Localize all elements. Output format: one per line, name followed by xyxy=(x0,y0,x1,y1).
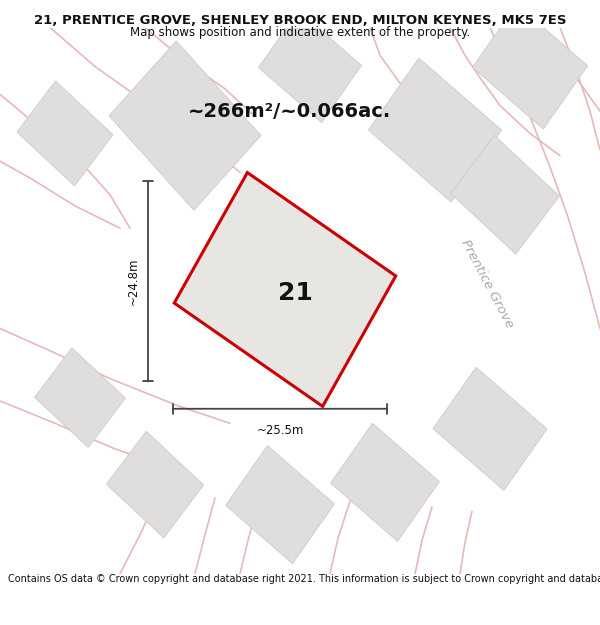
Polygon shape xyxy=(35,348,125,448)
Polygon shape xyxy=(368,58,502,202)
Polygon shape xyxy=(472,4,587,129)
Polygon shape xyxy=(451,135,559,254)
Polygon shape xyxy=(331,423,439,541)
Text: ~24.8m: ~24.8m xyxy=(127,258,140,305)
Polygon shape xyxy=(106,431,203,538)
Text: Map shows position and indicative extent of the property.: Map shows position and indicative extent… xyxy=(130,26,470,39)
Polygon shape xyxy=(259,11,362,122)
Text: Prentice Grove: Prentice Grove xyxy=(458,238,516,331)
Polygon shape xyxy=(226,446,334,564)
Polygon shape xyxy=(109,41,261,211)
Text: 21: 21 xyxy=(278,281,313,305)
Text: ~266m²/~0.066ac.: ~266m²/~0.066ac. xyxy=(188,102,392,121)
Polygon shape xyxy=(17,81,113,186)
Polygon shape xyxy=(174,173,396,406)
Polygon shape xyxy=(433,368,547,491)
Text: ~25.5m: ~25.5m xyxy=(256,424,304,438)
Text: Contains OS data © Crown copyright and database right 2021. This information is : Contains OS data © Crown copyright and d… xyxy=(8,574,600,584)
Text: 21, PRENTICE GROVE, SHENLEY BROOK END, MILTON KEYNES, MK5 7ES: 21, PRENTICE GROVE, SHENLEY BROOK END, M… xyxy=(34,14,566,27)
